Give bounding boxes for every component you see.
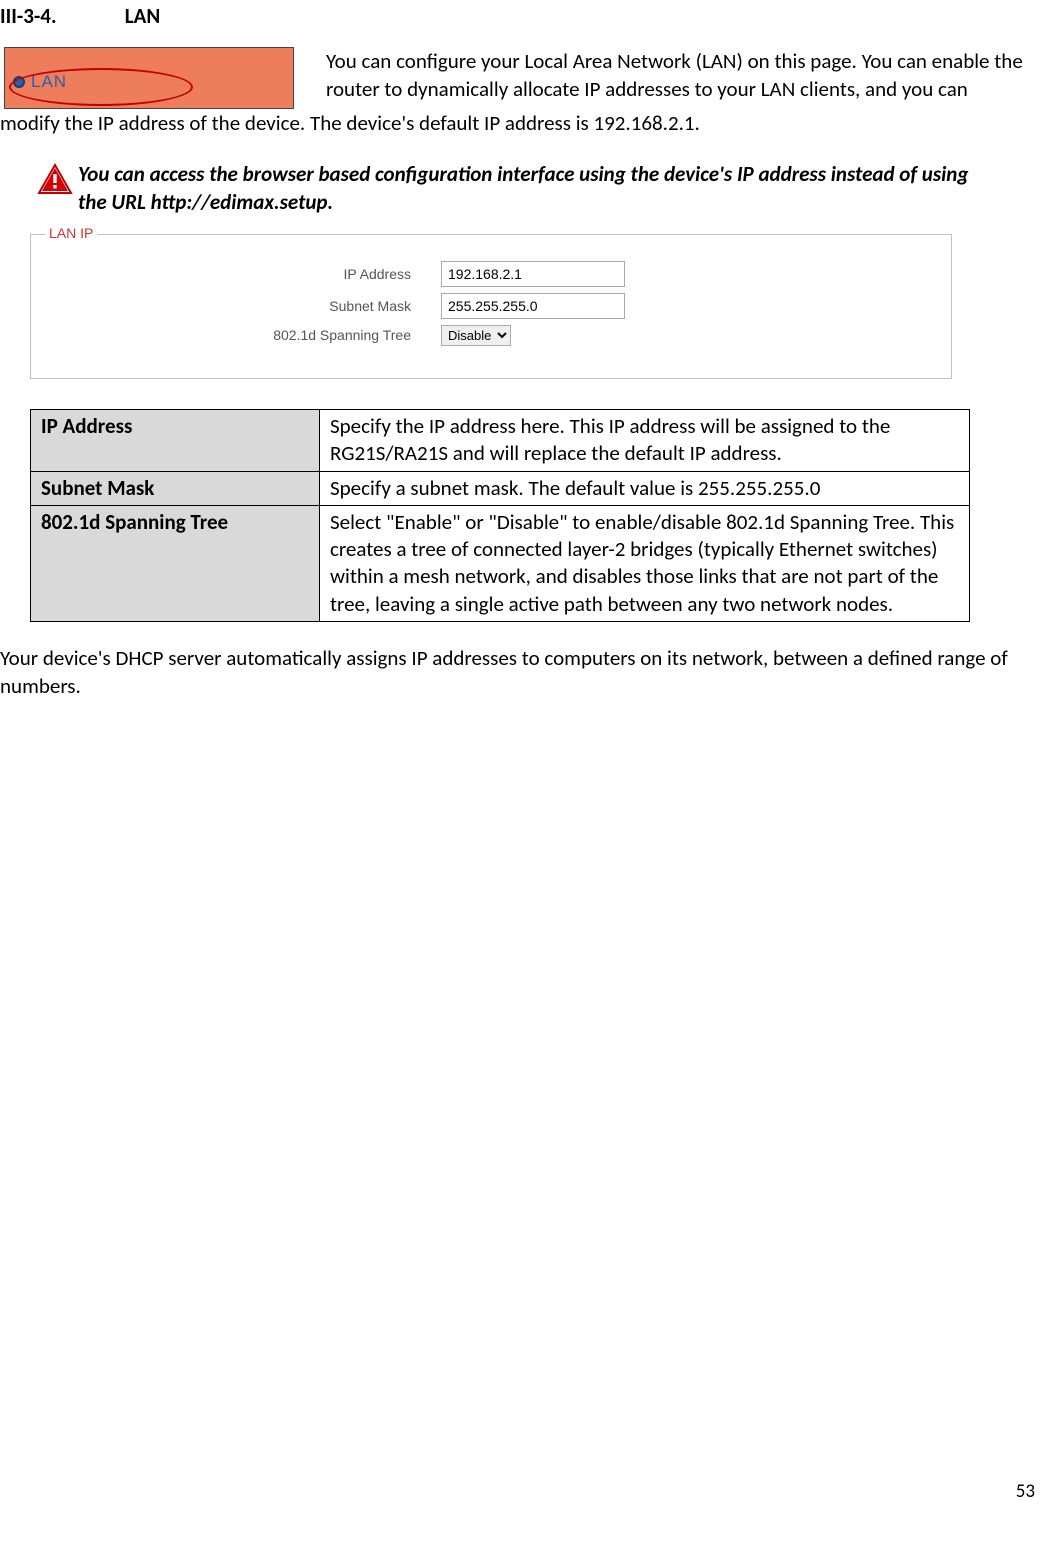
page-number: 53 xyxy=(1016,1480,1035,1503)
lan-bullet-icon xyxy=(13,76,25,88)
desc-val-subnet-mask: Specify a subnet mask. The default value… xyxy=(320,471,970,505)
input-ip-address[interactable] xyxy=(441,261,625,287)
row-ip-address: IP Address xyxy=(31,261,951,287)
row-subnet-mask: Subnet Mask xyxy=(31,293,951,319)
table-row: Subnet Mask Specify a subnet mask. The d… xyxy=(31,471,970,505)
label-spanning-tree: 802.1d Spanning Tree xyxy=(31,327,441,343)
warning-icon xyxy=(32,161,78,197)
warning-block: You can access the browser based configu… xyxy=(32,161,1041,216)
lan-badge-text: LAN xyxy=(31,72,67,92)
desc-val-spanning-tree: Select "Enable" or "Disable" to enable/d… xyxy=(320,505,970,621)
select-spanning-tree[interactable]: Disable xyxy=(441,325,511,346)
warning-text: You can access the browser based configu… xyxy=(78,161,1041,216)
row-spanning-tree: 802.1d Spanning Tree Disable xyxy=(31,325,951,346)
table-row: 802.1d Spanning Tree Select "Enable" or … xyxy=(31,505,970,621)
desc-val-ip-address: Specify the IP address here. This IP add… xyxy=(320,409,970,471)
label-subnet-mask: Subnet Mask xyxy=(31,298,441,314)
after-paragraph: Your device's DHCP server automatically … xyxy=(0,644,1031,701)
lan-ip-legend: LAN IP xyxy=(45,225,97,241)
section-heading: III-3-4. LAN xyxy=(0,3,1041,29)
input-subnet-mask[interactable] xyxy=(441,293,625,319)
desc-key-subnet-mask: Subnet Mask xyxy=(31,471,320,505)
lan-nav-badge: LAN xyxy=(4,47,294,109)
table-row: IP Address Specify the IP address here. … xyxy=(31,409,970,471)
label-ip-address: IP Address xyxy=(31,266,441,282)
description-table: IP Address Specify the IP address here. … xyxy=(30,409,970,622)
heading-number: III-3-4. xyxy=(0,3,120,29)
intro-paragraph-cont: modify the IP address of the device. The… xyxy=(0,109,1031,137)
desc-key-spanning-tree: 802.1d Spanning Tree xyxy=(31,505,320,621)
lan-ip-panel: LAN IP IP Address Subnet Mask 802.1d Spa… xyxy=(30,234,952,379)
heading-title: LAN xyxy=(125,3,160,29)
desc-key-ip-address: IP Address xyxy=(31,409,320,471)
